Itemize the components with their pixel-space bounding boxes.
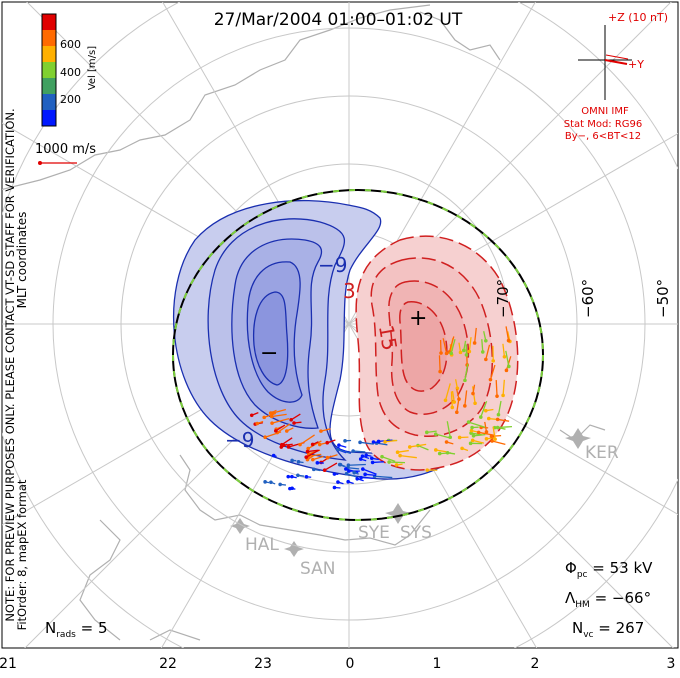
vector-arrow [348, 465, 365, 466]
vector-arrow [397, 464, 403, 465]
contour-label-neg-9-top: −9 [318, 253, 347, 277]
vector-arrow [451, 391, 452, 407]
vector-arrow [299, 462, 304, 463]
colorbar-ticks: 600 400 200 [60, 38, 81, 106]
station-label-sye: SYE [358, 523, 390, 543]
vector-arrow [373, 462, 384, 463]
imf-model-label: Stat Mod: RG96 [564, 119, 643, 130]
colorbar-label: Vel [m/s] [87, 46, 98, 90]
imf-source-label: OMNI IMF [581, 106, 629, 117]
n-vc-stat: Nvc = 267 [572, 619, 644, 640]
vector-arrow [353, 451, 365, 452]
colorbar-segment [42, 14, 56, 31]
imf-y-label: +Y [628, 58, 644, 71]
station-label-ker: KER [585, 443, 619, 463]
colorbar-tick-200: 200 [60, 93, 81, 106]
vector-arrow [280, 484, 286, 485]
contour-label-pos-3: 3 [343, 279, 356, 303]
mlt-label-3: 3 [667, 656, 676, 672]
vector-arrow [361, 478, 374, 479]
vector-arrow [274, 456, 277, 457]
imf-condition-label: By−, 6<BT<12 [565, 131, 641, 142]
vector-arrow [366, 455, 371, 456]
vector-arrow [294, 422, 301, 423]
vector-arrow [389, 462, 405, 463]
station-label-hal: HAL [245, 535, 279, 555]
imf-z-label: +Z (10 nT) [608, 11, 668, 24]
colorbar-segment [42, 78, 56, 95]
vector-arrow [265, 482, 269, 483]
page-title: 27/Mar/2004 01:00–01:02 UT [214, 10, 463, 30]
mlt-label-21: 21 [0, 656, 17, 672]
mlt-label-2: 2 [531, 656, 540, 672]
contour-label-pos-15: 15 [374, 323, 402, 352]
mlt-axis: 21 22 23 0 1 2 3 [0, 656, 675, 672]
colorbar-segment [42, 46, 56, 63]
vector-arrow [298, 475, 304, 476]
mlt-label-22: 22 [159, 656, 177, 672]
latitude-label-70: −70° [494, 279, 512, 318]
latitude-label-60: −60° [579, 279, 597, 318]
colorbar-segment [42, 62, 56, 79]
colorbar-segment [42, 110, 56, 127]
vector-arrow [496, 380, 497, 396]
vector-arrow [290, 489, 294, 490]
fitorder-label: FitOrder: 8, mapEX format [15, 479, 29, 630]
latitude-label-50: −50° [654, 279, 672, 318]
contour-label-neg-9-bottom: −9 [225, 428, 254, 452]
vector-arrow [491, 436, 501, 437]
vector-arrow [439, 355, 440, 371]
station-label-san: SAN [300, 559, 335, 579]
n-rads-stat: Nrads = 5 [45, 619, 108, 640]
colorbar-tick-400: 400 [60, 66, 81, 79]
mlt-label-0: 0 [346, 656, 355, 672]
mlt-label-23: 23 [254, 656, 272, 672]
velocity-colorbar [42, 14, 56, 127]
potential-max-marker: + [409, 306, 427, 331]
mlt-coordinates-label: MLT coordinates [15, 212, 29, 309]
mlt-label-1: 1 [433, 656, 442, 672]
reference-vector-label: 1000 m/s [35, 142, 96, 157]
colorbar-segment [42, 94, 56, 111]
colorbar-segment [42, 30, 56, 47]
station-label-sys: SYS [400, 523, 432, 543]
colorbar-tick-600: 600 [60, 38, 81, 51]
potential-min-marker: − [260, 341, 278, 366]
